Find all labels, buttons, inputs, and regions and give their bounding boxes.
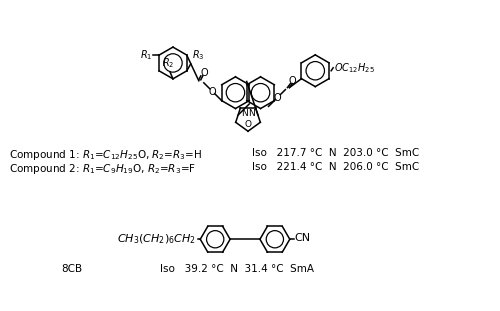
Text: O: O [288,76,296,86]
Text: O: O [244,120,252,129]
Text: O: O [209,87,216,97]
Text: $R_3$: $R_3$ [192,48,204,62]
Text: Compound 1: $R_1$=$C_{12}H_{25}$O, $R_2$=$R_3$=H: Compound 1: $R_1$=$C_{12}H_{25}$O, $R_2$… [10,148,202,162]
Text: O: O [201,68,208,78]
Text: $OC_{12}H_{25}$: $OC_{12}H_{25}$ [334,61,375,75]
Text: 8CB: 8CB [61,264,82,274]
Text: N: N [248,109,254,118]
Text: N: N [242,109,248,118]
Text: Compound 2: $R_1$=$C_9H_{19}$O, $R_2$=$R_3$=F: Compound 2: $R_1$=$C_9H_{19}$O, $R_2$=$R… [10,162,196,176]
Text: CN: CN [295,233,311,243]
Text: $R_2$: $R_2$ [162,56,174,70]
Text: Iso   217.7 °C  N  203.0 °C  SmC: Iso 217.7 °C N 203.0 °C SmC [252,148,419,158]
Text: Iso   39.2 °C  N  31.4 °C  SmA: Iso 39.2 °C N 31.4 °C SmA [160,264,314,274]
Text: $R_1$: $R_1$ [140,48,152,62]
Text: O: O [274,92,281,103]
Text: $CH_3(CH_2)_6CH_2$: $CH_3(CH_2)_6CH_2$ [117,232,196,246]
Text: Iso   221.4 °C  N  206.0 °C  SmC: Iso 221.4 °C N 206.0 °C SmC [252,162,419,172]
